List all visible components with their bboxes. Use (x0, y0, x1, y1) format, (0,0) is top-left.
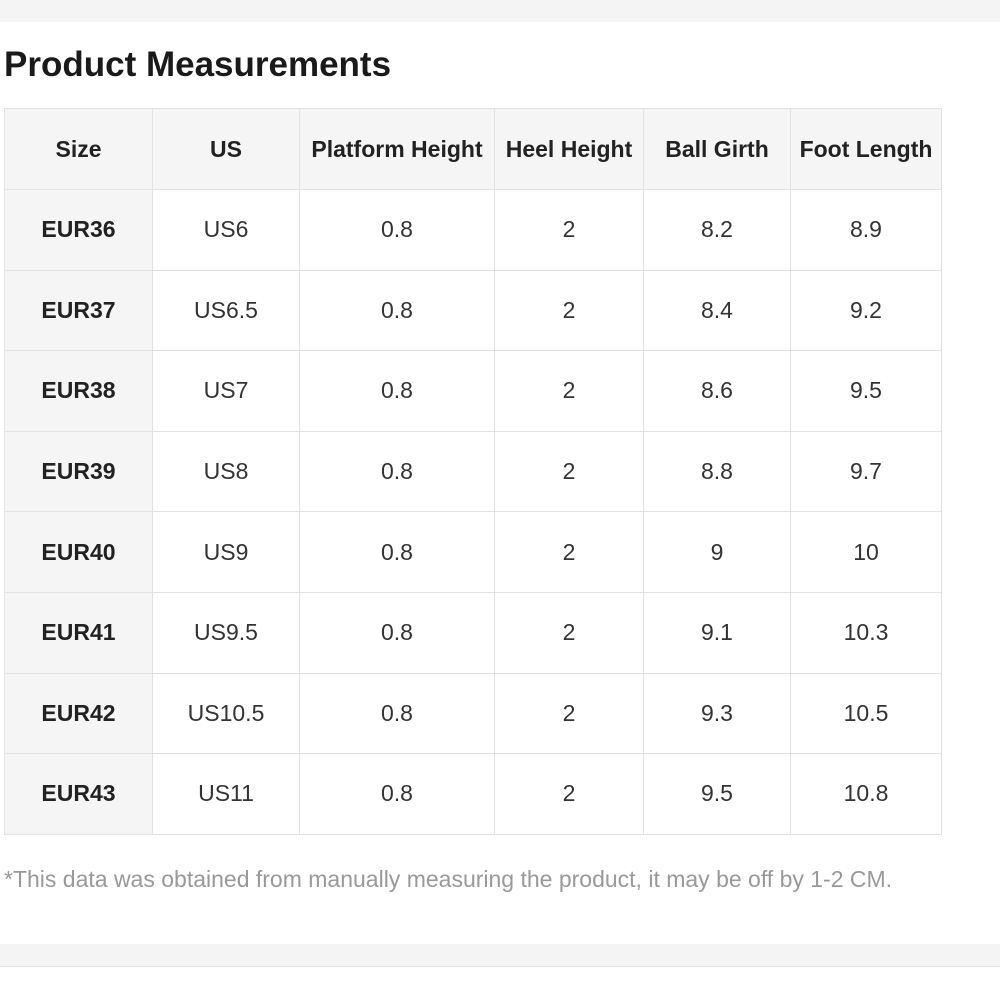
table-cell: 2 (494, 350, 644, 432)
table-cell: 8.6 (643, 350, 791, 432)
table-cell: 2 (494, 269, 644, 352)
table-cell: 2 (494, 753, 644, 835)
table-cell: US6.5 (152, 269, 300, 352)
table-cell: US8 (152, 430, 300, 513)
title: Product Measurements (4, 45, 392, 84)
column-header: US (152, 108, 300, 190)
size-cell: EUR36 (4, 189, 153, 271)
table-cell: 9.2 (790, 269, 942, 352)
table-cell: 2 (494, 511, 644, 593)
size-cell: EUR41 (4, 591, 153, 674)
size-cell: EUR37 (4, 269, 153, 352)
table-cell: 0.8 (299, 511, 495, 593)
table-cell: US10.5 (152, 672, 300, 755)
table-cell: US9 (152, 511, 300, 593)
table-cell: 0.8 (299, 430, 495, 513)
table-cell: 2 (494, 672, 644, 755)
table-cell: 10.5 (790, 672, 942, 755)
size-cell: EUR43 (4, 753, 153, 835)
footnote: *This data was obtained from manually me… (4, 866, 893, 892)
table-row: EUR43 US11 0.8 2 9.5 10.8 (4, 753, 942, 835)
column-header: Size (4, 108, 153, 190)
table-cell: 10.3 (790, 591, 942, 674)
table-cell: US6 (152, 189, 300, 271)
table-cell: 0.8 (299, 672, 495, 755)
size-cell: EUR38 (4, 350, 153, 432)
table-cell: 9.5 (790, 350, 942, 432)
table-cell: US11 (152, 753, 300, 835)
table-row: EUR42 US10.5 0.8 2 9.3 10.5 (4, 672, 942, 755)
table-row: EUR39 US8 0.8 2 8.8 9.7 (4, 430, 942, 513)
table-cell: 9.7 (790, 430, 942, 513)
size-cell: EUR42 (4, 672, 153, 755)
table-cell: 9.3 (643, 672, 791, 755)
table-row: EUR36 US6 0.8 2 8.2 8.9 (4, 189, 942, 271)
table-row: EUR40 US9 0.8 2 9 10 (4, 511, 942, 593)
table-cell: 2 (494, 430, 644, 513)
table-cell: US9.5 (152, 591, 300, 674)
table-row: EUR38 US7 0.8 2 8.6 9.5 (4, 350, 942, 432)
column-header: Ball Girth (643, 108, 791, 190)
column-header: Heel Height (494, 108, 644, 190)
table-cell: 10.8 (790, 753, 942, 835)
column-header: Platform Height (299, 108, 495, 190)
table-cell: 2 (494, 189, 644, 271)
top-band (0, 0, 1000, 22)
table-cell: 0.8 (299, 591, 495, 674)
table-cell: 10 (790, 511, 942, 593)
table-body: EUR36 US6 0.8 2 8.2 8.9 EUR37 US6.5 0.8 2 8.4 9.2 EU… (4, 189, 942, 835)
table-row: EUR41 US9.5 0.8 2 9.1 10.3 (4, 591, 942, 674)
table-cell: 0.8 (299, 350, 495, 432)
table-cell: 0.8 (299, 269, 495, 352)
table-cell: 0.8 (299, 189, 495, 271)
size-cell: EUR39 (4, 430, 153, 513)
table-cell: 8.4 (643, 269, 791, 352)
header-row: Size US Platform Height Heel Height Ball Gir… (4, 108, 942, 190)
table-cell: 0.8 (299, 753, 495, 835)
table-cell: 9 (643, 511, 791, 593)
table-row: EUR37 US6.5 0.8 2 8.4 9.2 (4, 269, 942, 352)
bottom-band (0, 944, 1000, 967)
size-cell: EUR40 (4, 511, 153, 593)
table-cell: 8.8 (643, 430, 791, 513)
table-cell: 9.1 (643, 591, 791, 674)
measurements-table: Size US Platform Height Heel Height Ball Gir… (4, 108, 942, 835)
table-cell: 8.9 (790, 189, 942, 271)
table-cell: US7 (152, 350, 300, 432)
column-header: Foot Length (790, 108, 942, 190)
table-cell: 8.2 (643, 189, 791, 271)
table-cell: 9.5 (643, 753, 791, 835)
table-cell: 2 (494, 591, 644, 674)
